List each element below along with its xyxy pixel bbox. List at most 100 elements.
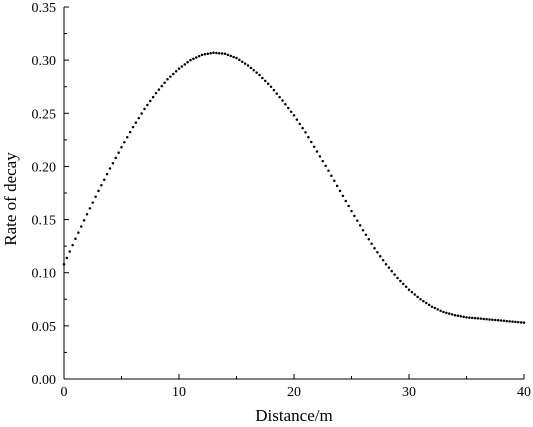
- data-point: [407, 288, 411, 291]
- data-point: [295, 118, 299, 121]
- data-point: [149, 99, 152, 103]
- data-point: [462, 315, 465, 319]
- data-point: [123, 141, 126, 144]
- y-axis-ticks: 0.00 0.05 0.10 0.15 0.20 0.25 0.30 0.35: [32, 1, 69, 388]
- data-point: [189, 58, 192, 62]
- data-point: [105, 172, 109, 176]
- data-point: [333, 179, 336, 183]
- data-point: [519, 321, 523, 324]
- data-point: [315, 150, 319, 153]
- data-point: [275, 92, 278, 95]
- data-point: [117, 151, 120, 154]
- x-tick-label: 30: [402, 385, 416, 400]
- data-point: [344, 199, 347, 203]
- data-point: [146, 103, 149, 107]
- data-point: [430, 305, 434, 308]
- data-point: [445, 311, 448, 315]
- x-tick-label: 10: [172, 385, 186, 400]
- data-point: [494, 318, 497, 322]
- data-point: [324, 164, 327, 168]
- y-axis-label: Rate of decay: [1, 152, 20, 246]
- data-point: [468, 316, 471, 319]
- x-axis-ticks: 0 10 20 30 40: [61, 374, 531, 400]
- data-point: [88, 207, 92, 210]
- data-point: [97, 189, 100, 193]
- data-point: [373, 247, 376, 250]
- data-point: [456, 314, 460, 318]
- data-point: [330, 174, 333, 177]
- data-point: [419, 298, 422, 301]
- data-point: [422, 299, 425, 303]
- data-point: [243, 62, 247, 65]
- data-point: [479, 317, 483, 320]
- data-point: [402, 282, 405, 286]
- data-point: [74, 237, 77, 240]
- data-point: [307, 135, 310, 139]
- data-point: [381, 258, 385, 262]
- data-point: [246, 64, 250, 67]
- data-point: [85, 213, 89, 216]
- data-point: [197, 54, 201, 58]
- data-point: [177, 67, 181, 70]
- data-point: [269, 85, 273, 88]
- data-point: [235, 56, 238, 60]
- data-point: [376, 251, 379, 254]
- data-point: [356, 219, 359, 222]
- data-point: [341, 194, 345, 198]
- data-point: [62, 262, 66, 266]
- y-tick-label: 0.10: [32, 267, 57, 282]
- data-point: [335, 184, 339, 188]
- y-tick-label: 0.15: [32, 214, 57, 229]
- data-point: [459, 315, 462, 318]
- data-point: [488, 318, 491, 321]
- data-point: [442, 310, 445, 314]
- data-point: [238, 58, 241, 62]
- data-point: [163, 81, 166, 84]
- data-point: [154, 91, 158, 95]
- data-point: [289, 110, 293, 113]
- y-tick-label: 0.20: [32, 160, 57, 175]
- data-point: [169, 75, 172, 78]
- y-tick-label: 0.00: [32, 373, 57, 388]
- data-point: [416, 295, 419, 299]
- data-point: [399, 279, 402, 283]
- y-tick-label: 0.30: [32, 54, 57, 69]
- data-point: [255, 71, 258, 74]
- data-point: [103, 178, 106, 181]
- data-point: [379, 254, 382, 258]
- data-point: [301, 126, 304, 130]
- data-point: [393, 273, 396, 276]
- data-point: [499, 319, 503, 322]
- data-point: [80, 225, 83, 228]
- data-point: [278, 95, 281, 99]
- data-point: [143, 107, 146, 111]
- plot-frame: [63, 7, 524, 380]
- data-point: [321, 159, 324, 163]
- data-point: [450, 313, 454, 316]
- data-point: [439, 309, 442, 312]
- data-point: [304, 131, 307, 134]
- data-point: [396, 276, 399, 280]
- data-point: [114, 156, 117, 160]
- data-point: [261, 76, 264, 80]
- data-point: [485, 317, 488, 321]
- data-point: [367, 237, 370, 241]
- data-point: [215, 51, 218, 55]
- data-point: [258, 73, 261, 77]
- data-point: [209, 51, 212, 55]
- data-point: [226, 53, 230, 57]
- data-point: [229, 54, 232, 58]
- data-point: [131, 125, 135, 129]
- data-point: [318, 155, 322, 158]
- data-point: [361, 228, 365, 232]
- data-point: [312, 145, 316, 149]
- data-point: [172, 72, 175, 76]
- data-point: [433, 306, 437, 310]
- data-point: [511, 320, 514, 323]
- data-point: [436, 308, 439, 311]
- data-point: [183, 63, 186, 66]
- data-point: [522, 321, 526, 324]
- data-point: [384, 262, 388, 266]
- data-point: [281, 99, 284, 102]
